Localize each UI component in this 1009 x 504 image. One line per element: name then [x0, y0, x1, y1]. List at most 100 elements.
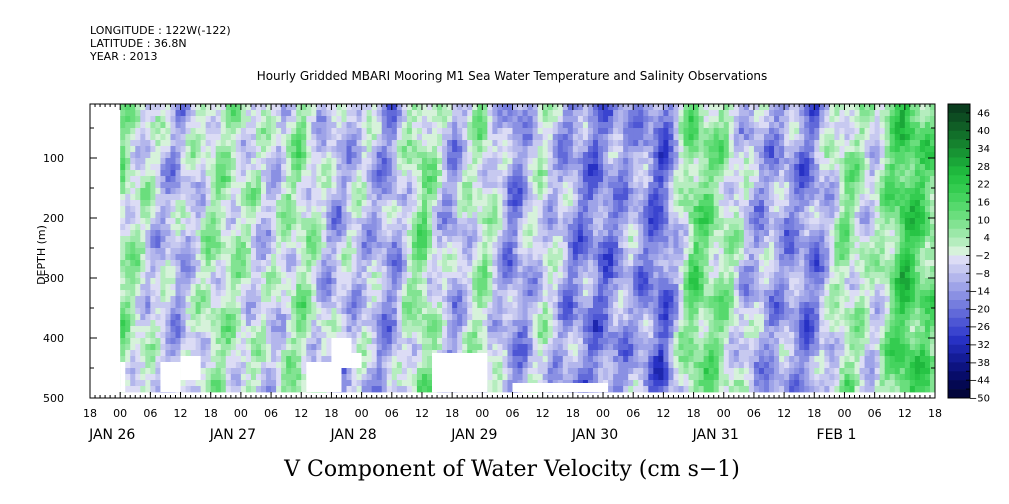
heatmap-cell — [547, 122, 554, 129]
heatmap-cell — [230, 308, 237, 315]
heatmap-cell — [421, 146, 428, 153]
heatmap-cell — [411, 278, 418, 285]
heatmap-cell — [200, 146, 207, 153]
heatmap-cell — [261, 368, 267, 375]
heatmap-cell — [492, 248, 498, 255]
heatmap-cell — [376, 314, 383, 321]
heatmap-cell — [170, 170, 176, 177]
heatmap-cell — [321, 116, 327, 123]
heatmap-cell — [482, 194, 488, 201]
heatmap-cell — [336, 140, 342, 147]
heatmap-cell — [437, 266, 443, 273]
heatmap-cell — [401, 374, 408, 381]
heatmap-cell — [296, 236, 302, 243]
heatmap-cell — [205, 332, 212, 339]
heatmap-cell — [442, 314, 448, 321]
heatmap-cell — [437, 164, 443, 171]
heatmap-cell — [261, 188, 267, 195]
heatmap-cell — [180, 164, 186, 171]
heatmap-cell — [467, 188, 473, 195]
heatmap-cell — [467, 200, 473, 207]
heatmap-cell — [316, 308, 322, 315]
heatmap-cell — [210, 344, 217, 351]
heatmap-cell — [633, 158, 639, 165]
heatmap-cell — [512, 134, 518, 141]
heatmap-cell — [296, 110, 302, 117]
heatmap-cell — [366, 170, 373, 177]
heatmap-cell — [537, 290, 544, 297]
heatmap-cell — [547, 194, 554, 201]
heatmap-cell — [512, 290, 518, 297]
heatmap-cell — [311, 158, 317, 165]
heatmap-cell — [205, 362, 212, 369]
heatmap-cell — [452, 314, 458, 321]
heatmap-cell — [200, 236, 207, 243]
heatmap-cell — [180, 236, 186, 243]
heatmap-cell — [532, 278, 539, 285]
heatmap-cell — [507, 374, 513, 381]
heatmap-cell — [406, 362, 413, 369]
heatmap-cell — [306, 134, 312, 141]
heatmap-cell — [613, 302, 619, 309]
heatmap-cell — [361, 296, 368, 303]
heatmap-cell — [406, 296, 413, 303]
heatmap-cell — [361, 260, 368, 267]
heatmap-cell — [366, 254, 373, 261]
heatmap-cell — [185, 296, 191, 303]
heatmap-cell — [432, 266, 438, 273]
heatmap-cell — [281, 386, 287, 393]
heatmap-cell — [618, 128, 624, 135]
heatmap-cell — [482, 344, 488, 351]
heatmap-cell — [592, 302, 599, 309]
heatmap-cell — [321, 302, 327, 309]
heatmap-cell — [507, 158, 513, 165]
heatmap-cell — [497, 212, 503, 219]
heatmap-cell — [452, 224, 458, 231]
heatmap-cell — [406, 158, 413, 165]
heatmap-cell — [391, 296, 398, 303]
heatmap-cell — [311, 314, 317, 321]
heatmap-cell — [125, 140, 131, 147]
heatmap-cell — [472, 140, 478, 147]
heatmap-cell — [205, 170, 212, 177]
heatmap-cell — [210, 182, 217, 189]
heatmap-cell — [391, 158, 398, 165]
heatmap-cell — [311, 182, 317, 189]
heatmap-cell — [140, 170, 146, 177]
heatmap-cell — [487, 320, 493, 327]
heatmap-cell — [477, 134, 483, 141]
heatmap-cell — [326, 320, 332, 327]
heatmap-cell — [150, 212, 156, 219]
heatmap-cell — [512, 194, 518, 201]
heatmap-cell — [351, 278, 357, 285]
heatmap-cell — [150, 350, 156, 357]
heatmap-cell — [572, 122, 579, 129]
heatmap-cell — [351, 326, 357, 333]
heatmap-cell — [180, 350, 186, 357]
heatmap-cell — [235, 338, 242, 345]
heatmap-cell — [180, 128, 186, 135]
heatmap-cell — [592, 374, 599, 381]
heatmap-cell — [271, 128, 277, 135]
heatmap-cell — [266, 302, 272, 309]
heatmap-cell — [557, 284, 564, 291]
heatmap-cell — [266, 212, 272, 219]
heatmap-cell — [507, 350, 513, 357]
heatmap-cell — [396, 230, 403, 237]
heatmap-cell — [432, 296, 438, 303]
heatmap-cell — [341, 104, 347, 111]
heatmap-cell — [497, 116, 503, 123]
heatmap-cell — [245, 200, 252, 207]
heatmap-cell — [150, 332, 156, 339]
heatmap-cell — [638, 158, 644, 165]
heatmap-cell — [346, 116, 352, 123]
heatmap-cell — [462, 290, 468, 297]
heatmap-cell — [613, 374, 619, 381]
heatmap-cell — [603, 344, 609, 351]
heatmap-cell — [472, 254, 478, 261]
heatmap-cell — [255, 110, 262, 117]
heatmap-cell — [165, 164, 171, 171]
chart-title: Hourly Gridded MBARI Mooring M1 Sea Wate… — [257, 69, 768, 83]
heatmap-cell — [336, 326, 342, 333]
heatmap-cell — [567, 278, 574, 285]
